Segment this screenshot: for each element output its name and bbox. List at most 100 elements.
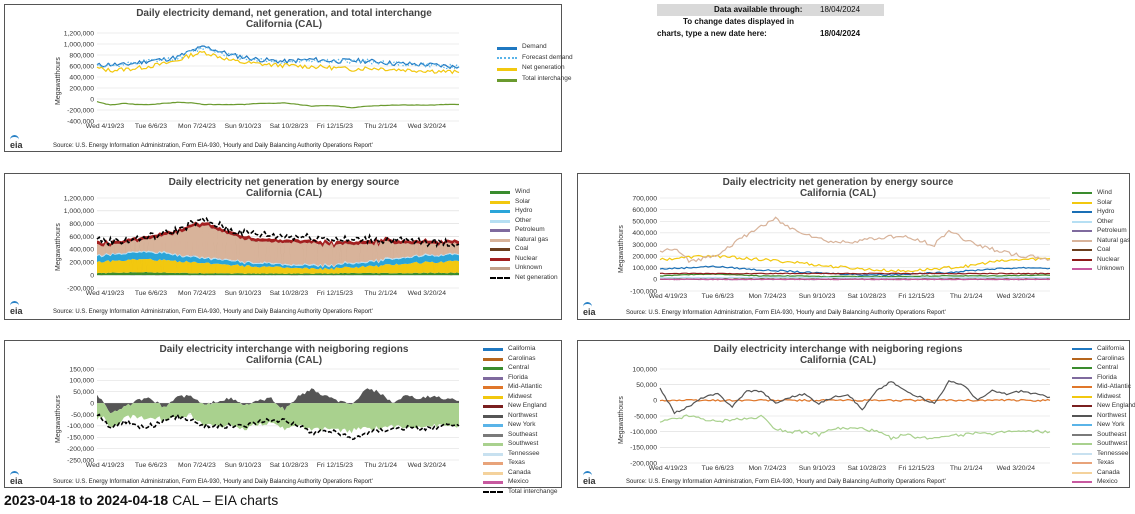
eia-logo: eia (583, 476, 596, 486)
chart-subtitle: California (CAL) (245, 188, 323, 199)
legend-swatch-texas (483, 462, 503, 465)
legend-swatch-mid-atlantic (483, 386, 503, 389)
legend-swatch-total-interchange (497, 78, 517, 82)
legend-swatch-nuclear (490, 257, 510, 261)
line-series-natural-gas (659, 216, 1051, 264)
legend-label-net-generation: Net generation (515, 273, 558, 281)
legend-swatch-total-interchange (483, 490, 503, 493)
legend-swatch-wind (490, 191, 510, 194)
y-tick-label: 400,000 (632, 230, 657, 237)
legend-label-coal: Coal (515, 245, 529, 252)
y-tick-label: 0 (90, 400, 94, 407)
x-tick-label: Fri 12/15/23 (317, 123, 353, 130)
x-tick-label: Wed 3/20/24 (997, 465, 1036, 472)
legend-label-tennessee: Tennessee (508, 449, 540, 457)
legend-label-wind: Wind (1097, 189, 1112, 196)
legend-swatch-solar (490, 200, 510, 204)
legend-label-petroleum: Petroleum (1097, 227, 1127, 234)
eia-logo: eia (10, 140, 23, 150)
legend-label-solar: Solar (1097, 198, 1113, 206)
x-tick-label: Wed 4/19/23 (86, 462, 125, 469)
legend-swatch-natural-gas (490, 238, 510, 242)
caption-text: CAL – EIA charts (172, 492, 279, 508)
chart-subtitle: California (CAL) (799, 188, 877, 199)
change-dates-row: To change dates displayed in (657, 16, 884, 28)
chart-subtitle: California (CAL) (245, 19, 323, 30)
eia-logo-arc (10, 471, 19, 478)
y-tick-label: -150,000 (67, 435, 94, 442)
x-tick-label: Wed 3/20/24 (408, 462, 447, 469)
source-note: Source: U.S. Energy Information Administ… (53, 479, 373, 485)
x-tick-label: Wed 3/20/24 (997, 293, 1036, 300)
legend-swatch-central (483, 367, 503, 370)
legend-label-canada: Canada (1097, 468, 1120, 476)
y-tick-label: 50,000 (73, 389, 94, 396)
legend-label-california: California (1097, 345, 1125, 352)
line-series-net-generation (96, 216, 460, 249)
legend-swatch-new-york (483, 424, 503, 427)
legend-swatch-other (1072, 220, 1092, 223)
line-series-southwest (659, 414, 1051, 441)
legend-label-central: Central (1097, 364, 1118, 371)
y-tick-label: -50,000 (634, 413, 657, 420)
legend-swatch-hydro (1072, 211, 1092, 213)
y-tick-label: -100,000 (630, 429, 657, 436)
x-tick-label: Thu 2/1/24 (950, 293, 983, 300)
y-tick-label: 800,000 (69, 52, 94, 59)
legend-swatch-net-generation (497, 68, 517, 71)
y-tick-label: 600,000 (69, 63, 94, 70)
line-series-demand (96, 45, 460, 70)
x-tick-label: Sat 10/28/23 (270, 123, 309, 130)
figure-caption: 2023-04-18 to 2024-04-18 CAL – EIA chart… (4, 492, 278, 508)
y-tick-label: 150,000 (69, 366, 94, 373)
y-tick-label: 0 (90, 96, 94, 103)
change-dates-label: To change dates displayed in (683, 17, 794, 26)
y-tick-label: 400,000 (69, 247, 94, 254)
line-series-unknown (660, 278, 1051, 281)
legend-swatch-nuclear (1072, 258, 1092, 261)
x-tick-label: Thu 2/1/24 (365, 123, 398, 130)
y-tick-label: -100,000 (630, 288, 657, 295)
legend-label-southwest: Southwest (1097, 440, 1128, 447)
legend-label-southwest: Southwest (508, 440, 539, 447)
new-date-input[interactable]: 18/04/2024 (820, 29, 861, 38)
legend-label-tennessee: Tennessee (1097, 449, 1129, 457)
x-tick-label: Mon 7/24/23 (748, 293, 786, 300)
legend-swatch-carolinas (483, 357, 503, 361)
legend-swatch-new-england (483, 405, 503, 408)
y-tick-label: -150,000 (630, 445, 657, 452)
eia-logo-arc (10, 301, 19, 308)
area-series-southwest (97, 403, 459, 434)
legend-label-mid-atlantic: Mid-Atlantic (1097, 383, 1131, 390)
eia-logo: eia (10, 306, 23, 316)
legend-swatch-net-generation (490, 276, 510, 279)
x-tick-label: Wed 4/19/23 (86, 123, 125, 130)
legend-swatch-canada (483, 471, 503, 475)
x-tick-label: Thu 2/1/24 (365, 290, 398, 297)
legend-label-natural-gas: Natural gas (1097, 236, 1131, 244)
legend-label-unknown: Unknown (1097, 265, 1125, 272)
y-tick-label: 200,000 (69, 260, 94, 267)
source-note: Source: U.S. Energy Information Administ… (53, 143, 373, 149)
panel-interchange-lines-chart: 100,000 50,000 0 -50,000 -100,000 -150,000 -20… (577, 340, 1135, 488)
x-tick-label: Wed 4/19/23 (649, 465, 688, 472)
legend-label-mexico: Mexico (508, 478, 529, 485)
y-axis-label: Megawatthours (55, 223, 62, 271)
chart-svg-gen_lines: 700,000 600,000 500,000 400,000 300,000 200,0… (630, 195, 1051, 300)
y-tick-label: 1,000,000 (64, 41, 94, 48)
y-tick-label: -100,000 (67, 423, 94, 430)
legend-swatch-midwest (483, 395, 503, 399)
chart-subtitle: California (CAL) (245, 355, 323, 366)
panel-interchange-stacked-chart: 150,000 100,000 50,000 0 -50,000 -100,000 -150… (4, 340, 562, 495)
legend-label-mid-atlantic: Mid-Atlantic (508, 383, 542, 390)
y-tick-label: 0 (653, 277, 657, 284)
y-tick-label: 0 (90, 272, 94, 279)
line-series-solar (659, 254, 1051, 273)
x-tick-label: Mon 7/24/23 (178, 123, 216, 130)
y-tick-label: -200,000 (67, 107, 94, 114)
legend-label-northwest: Northwest (1097, 411, 1127, 419)
eia-logo-arc (10, 135, 19, 142)
legend-label-mexico: Mexico (1097, 478, 1118, 485)
y-tick-label: 200,000 (632, 253, 657, 260)
y-tick-label: 600,000 (632, 207, 657, 214)
